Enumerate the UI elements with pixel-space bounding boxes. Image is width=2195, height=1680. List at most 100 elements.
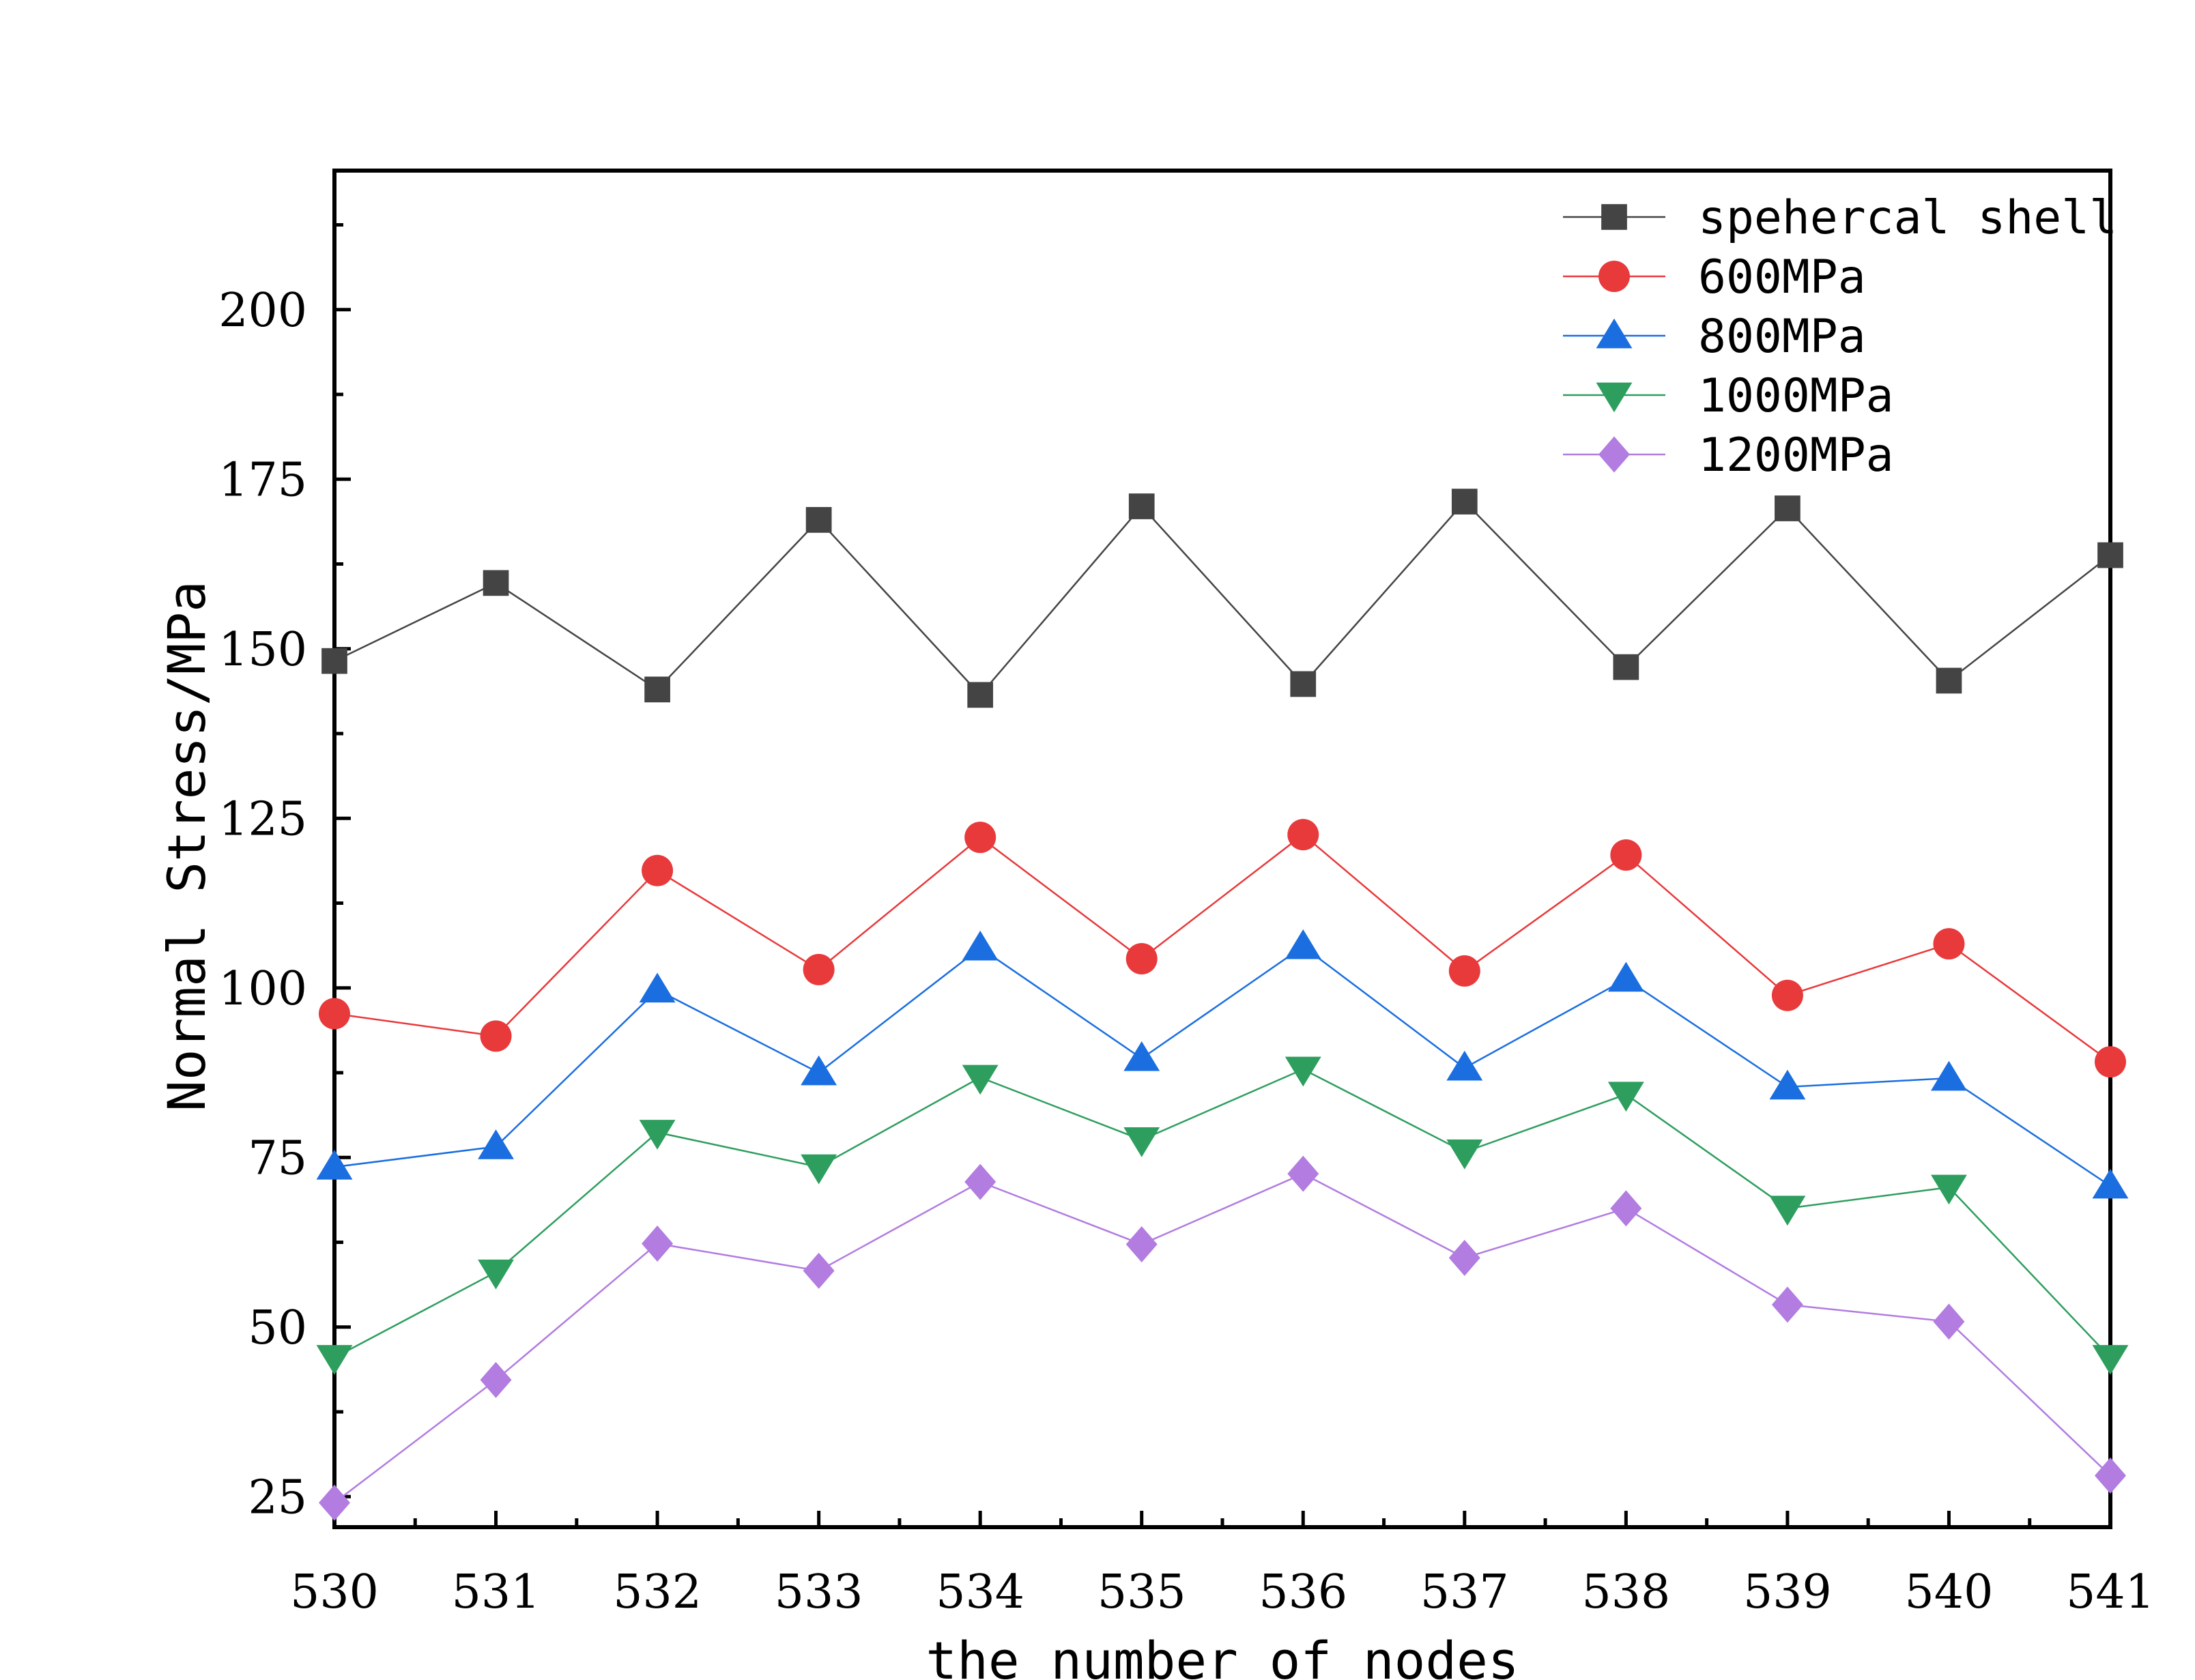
series-line [334, 833, 2111, 1063]
x-tick-label: 534 [936, 1565, 1024, 1619]
x-tick-label: 531 [452, 1565, 541, 1619]
data-point [803, 953, 835, 985]
y-tick-label: 125 [218, 792, 307, 846]
data-point [2097, 542, 2123, 568]
series [316, 929, 2129, 1199]
series-line [334, 500, 2111, 697]
data-point [1933, 928, 1965, 960]
data-point [1123, 1127, 1160, 1157]
data-point [316, 1345, 353, 1375]
data-point [1610, 1190, 1642, 1227]
x-tick-label: 536 [1259, 1565, 1347, 1619]
data-point [483, 570, 509, 596]
x-axis-ticks: 530 531 532 533 534 535 536 537 538 539 540 541 [290, 1511, 2155, 1619]
data-point [1936, 667, 1962, 694]
legend-label: 600MPa [1698, 250, 1866, 304]
x-tick-label: 541 [2066, 1565, 2155, 1619]
legend-label: 1000MPa [1698, 369, 1894, 423]
data-point [2092, 1168, 2129, 1199]
data-point [1290, 671, 1317, 697]
y-tick-label: 150 [218, 623, 307, 677]
data-point [1125, 1226, 1158, 1262]
data-point [1769, 1069, 1806, 1100]
data-point [803, 1252, 835, 1289]
data-point [319, 1484, 350, 1521]
legend-label: 1200MPa [1698, 429, 1894, 482]
data-point [1451, 489, 1478, 515]
y-tick-label: 100 [218, 962, 307, 1016]
y-tick-label: 25 [248, 1471, 307, 1524]
data-point [639, 1120, 676, 1150]
data-point [642, 1226, 674, 1262]
data-point [967, 682, 994, 708]
data-point [1598, 261, 1630, 292]
legend-item: spehercal shell [1563, 191, 2117, 245]
legend-item: 600MPa [1563, 250, 1866, 304]
data-point [1607, 1082, 1644, 1112]
data-point [480, 1020, 512, 1052]
data-point [964, 822, 996, 854]
x-tick-label: 530 [290, 1565, 379, 1619]
data-point [1775, 495, 1801, 521]
data-point [1287, 1155, 1319, 1192]
data-point [642, 854, 674, 886]
x-axis-title: the number of nodes [926, 1630, 1519, 1680]
legend-label: 800MPa [1698, 310, 1866, 364]
data-point [644, 676, 670, 703]
data-point [1598, 436, 1630, 473]
y-tick-label: 75 [248, 1131, 307, 1185]
data-point [2092, 1345, 2129, 1375]
x-tick-label: 539 [1743, 1565, 1832, 1619]
data-point [1931, 1060, 1967, 1091]
data-point [1287, 819, 1319, 851]
x-tick-label: 540 [1905, 1565, 1994, 1619]
data-point [1769, 1196, 1806, 1226]
y-axis-ticks: 25 50 75 100 125 150 175 200 [218, 223, 351, 1524]
y-tick-label: 200 [218, 284, 307, 338]
data-point [2095, 1046, 2126, 1078]
data-point [805, 507, 832, 533]
data-point [1446, 1050, 1483, 1081]
legend-item: 1000MPa [1563, 369, 1894, 423]
data-point [1128, 493, 1155, 519]
data-point [1771, 979, 1803, 1011]
data-point [2095, 1458, 2126, 1494]
data-point [1596, 318, 1633, 349]
data-point [316, 1149, 353, 1180]
legend-label: spehercal shell [1698, 191, 2117, 245]
data-point [1123, 1041, 1160, 1071]
series [319, 819, 2126, 1078]
data-point [1613, 654, 1639, 680]
data-point [1610, 839, 1642, 871]
data-point [478, 1129, 514, 1159]
data-point [639, 972, 676, 1003]
data-point [480, 1361, 512, 1398]
y-tick-label: 50 [248, 1301, 307, 1355]
data-point [319, 998, 350, 1030]
data-point [1446, 1139, 1483, 1170]
data-point [1285, 929, 1321, 959]
data-point [1285, 1056, 1321, 1087]
series [319, 1155, 2126, 1521]
y-axis-title: Normal Stress/MPa [156, 581, 217, 1112]
data-point [801, 1154, 837, 1185]
series [316, 1056, 2129, 1375]
data-point [1448, 955, 1480, 987]
y-tick-label: 175 [218, 453, 307, 507]
data-point [962, 1065, 999, 1095]
legend-item: 800MPa [1563, 310, 1866, 364]
series-layer [316, 489, 2129, 1521]
legend-item: 1200MPa [1563, 429, 1894, 482]
data-point [1601, 204, 1627, 230]
x-tick-label: 535 [1098, 1565, 1186, 1619]
x-tick-label: 533 [775, 1565, 863, 1619]
data-point [1125, 943, 1158, 975]
series-line [334, 1068, 2111, 1359]
data-point [964, 1163, 996, 1200]
series [321, 489, 2123, 708]
data-point [1607, 961, 1644, 992]
x-tick-label: 537 [1420, 1565, 1509, 1619]
data-point [1771, 1286, 1803, 1323]
